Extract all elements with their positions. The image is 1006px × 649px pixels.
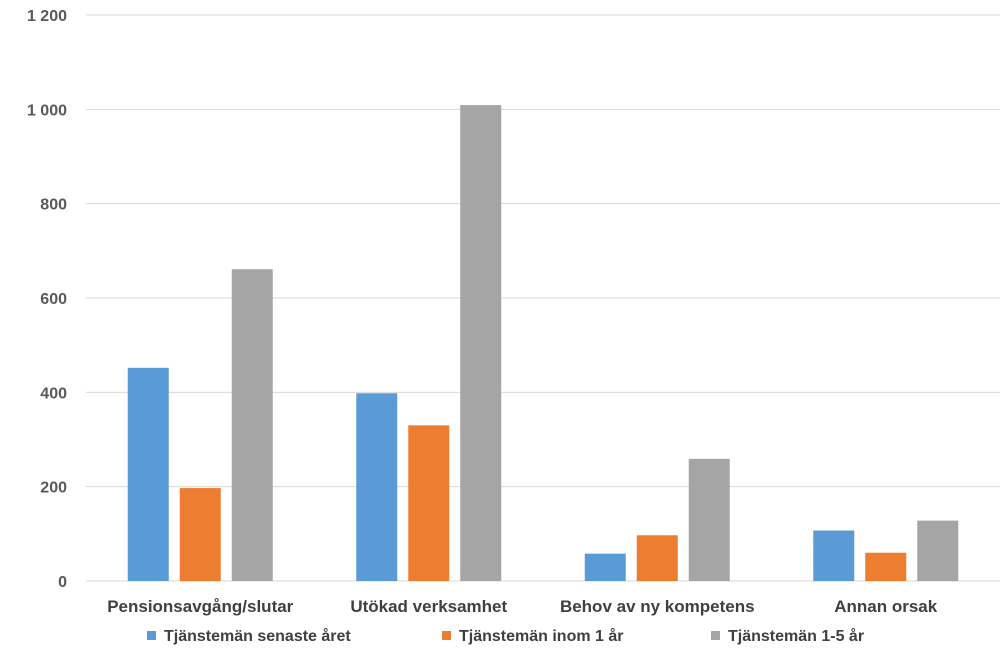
gridlines [86,14,1000,582]
y-axis-ticks: 0 200 400 600 800 1 000 1 200 [27,8,67,591]
legend-swatch [711,631,720,640]
x-category-label: Behov av ny kompetens [560,597,755,616]
x-category-label: Annan orsak [834,597,938,616]
y-tick-label: 200 [40,480,67,497]
bar [865,552,907,581]
legend-label: Tjänstemän senaste året [164,627,351,645]
y-tick-label: 400 [40,385,67,402]
legend-swatch [147,631,156,640]
bar [460,105,502,582]
bar [917,520,959,581]
legend-label: Tjänstemän 1-5 år [728,627,864,645]
y-tick-label: 1 000 [27,102,67,119]
legend: Tjänstemän senaste året Tjänstemän inom 1… [147,627,864,645]
bar [813,530,855,581]
x-axis-categories: Pensionsavgång/slutar Utökad verksamhet Be… [107,597,938,616]
bars [127,105,959,582]
bar [356,393,398,581]
x-category-label: Pensionsavgång/slutar [107,597,293,616]
y-tick-label: 0 [58,574,67,591]
bar [688,458,730,581]
legend-label: Tjänstemän inom 1 år [459,627,624,645]
y-tick-label: 800 [40,197,67,214]
y-tick-label: 600 [40,291,67,308]
x-category-label: Utökad verksamhet [350,597,507,616]
bar [179,488,221,581]
y-tick-label: 1 200 [27,8,67,25]
bar [636,535,678,581]
bar [408,425,450,581]
bar [231,269,273,581]
bar [584,553,626,581]
bar [127,367,169,581]
legend-swatch [442,631,451,640]
